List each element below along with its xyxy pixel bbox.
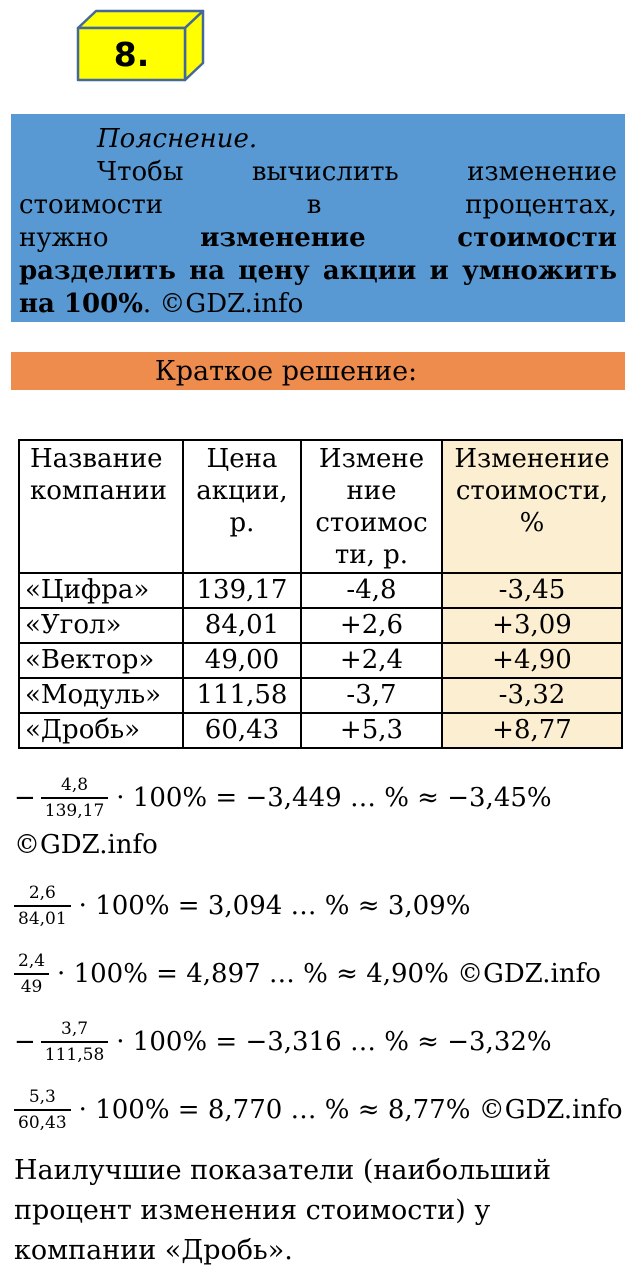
table-cell: «Угол» — [18, 607, 184, 644]
formula: 5,3 60,43 · 100% = 8,770 … % ≈ 8,77% ©GDZ.… — [14, 1085, 636, 1135]
table-header-row: Название компании Цена акции, р. Измене ни… — [18, 439, 623, 574]
formula: −4,8 139,17 · 100% = −3,449 … % ≈ −3,45% — [14, 773, 636, 823]
text-segment: стоимости — [457, 223, 617, 253]
conclusion-text: Наилучшие показатели (наибольший процент… — [14, 1155, 551, 1266]
text-segment: цену — [238, 256, 310, 286]
table-cell: +3,09 — [441, 607, 623, 644]
table-header-cell: Изменение стоимости, % — [441, 439, 623, 574]
numerator: 4,8 — [61, 775, 89, 795]
task-number: 8. — [113, 34, 150, 74]
text-segment: на 100% — [19, 289, 143, 319]
table-cell: 49,00 — [182, 642, 302, 679]
minus-sign: − — [14, 1027, 36, 1057]
numerator: 5,3 — [28, 1087, 56, 1107]
denominator: 111,58 — [40, 1041, 109, 1067]
formula: −3,7 111,58 · 100% = −3,316 … % ≈ −3,32% — [14, 1017, 636, 1067]
table-cell: +5,3 — [300, 712, 443, 749]
formula-text: · 100% = −3,316 … % ≈ −3,32% — [116, 1027, 552, 1057]
table-cell: «Вектор» — [18, 642, 184, 679]
table-cell: 84,01 — [182, 607, 302, 644]
text-segment: стоимости — [19, 190, 164, 220]
copyright-text: ©GDZ.info — [14, 830, 158, 860]
minus-sign: − — [14, 783, 36, 813]
table-cell: -3,45 — [441, 572, 623, 609]
denominator: 49 — [14, 973, 50, 999]
explanation-line: Чтобы вычислить изменение — [19, 156, 617, 189]
text-segment: Чтобы — [97, 157, 184, 187]
fraction: 2,4 49 — [14, 949, 50, 999]
fraction: 5,3 60,43 — [14, 1085, 71, 1135]
denominator: 84,01 — [14, 905, 71, 931]
text-segment: на — [189, 256, 225, 286]
table-cell: -3,32 — [441, 677, 623, 714]
explanation-line: на 100%. ©GDZ.info — [19, 288, 617, 321]
explanation-line: нужно изменение стоимости — [19, 222, 617, 255]
table-header-cell: Название компании — [18, 439, 184, 574]
explanation-title: Пояснение. — [97, 124, 258, 154]
explanation-block: Пояснение. Чтобы вычислить изменение стоимо… — [11, 114, 625, 322]
explanation-line: стоимости в процентах, — [19, 189, 617, 222]
fraction: 2,6 84,01 — [14, 881, 71, 931]
table-row: «Вектор» 49,00 +2,4 +4,90 — [18, 642, 623, 679]
table-cell: -3,7 — [300, 677, 443, 714]
text-segment: изменение — [467, 157, 617, 187]
table-cell: «Модуль» — [18, 677, 184, 714]
denominator: 60,43 — [14, 1109, 71, 1135]
text-segment: разделить — [19, 256, 176, 286]
table-row: «Модуль» 111,58 -3,7 -3,32 — [18, 677, 623, 714]
stocks-table: Название компании Цена акции, р. Измене ни… — [18, 439, 623, 749]
table-header-cell: Измене ние стоимос ти, р. — [300, 439, 443, 574]
text-segment: умножить — [462, 256, 617, 286]
table-cell: «Дробь» — [18, 712, 184, 749]
text-segment: нужно — [19, 223, 109, 253]
formula: 2,4 49 · 100% = 4,897 … % ≈ 4,90% ©GDZ.inf… — [14, 949, 636, 999]
text-segment: вычислить — [251, 157, 399, 187]
table-cell: +4,90 — [441, 642, 623, 679]
table-cell: -4,8 — [300, 572, 443, 609]
formula-text: · 100% = 4,897 … % ≈ 4,90% ©GDZ.info — [57, 959, 601, 989]
fraction: 4,8 139,17 — [40, 773, 109, 823]
text-segment: . ©GDZ.info — [142, 289, 304, 319]
table-row: «Дробь» 60,43 +5,3 +8,77 — [18, 712, 623, 749]
numerator: 2,6 — [28, 883, 56, 903]
text-segment: изменение — [200, 223, 366, 253]
table-cell: +2,6 — [300, 607, 443, 644]
table-cell: +8,77 — [441, 712, 623, 749]
numerator: 3,7 — [61, 1019, 89, 1039]
text-segment: акции — [322, 256, 417, 286]
numerator: 2,4 — [18, 951, 46, 971]
fraction: 3,7 111,58 — [40, 1017, 109, 1067]
text-segment: в — [306, 190, 322, 220]
text-segment: процентах, — [465, 190, 617, 220]
denominator: 139,17 — [40, 797, 109, 823]
table-cell: +2,4 — [300, 642, 443, 679]
explanation-lines: Чтобы вычислить изменение стоимости в процент… — [19, 156, 617, 321]
table-row: «Угол» 84,01 +2,6 +3,09 — [18, 607, 623, 644]
explanation-line: разделить на цену акции и умножить — [19, 255, 617, 288]
section-title: Краткое решение: — [154, 355, 418, 387]
formula-text: · 100% = −3,449 … % ≈ −3,45% — [116, 783, 552, 813]
formula: 2,6 84,01 · 100% = 3,094 … % ≈ 3,09% — [14, 881, 636, 931]
table-row: «Цифра» 139,17 -4,8 -3,45 — [18, 572, 623, 609]
table-header-cell: Цена акции, р. — [182, 439, 302, 574]
table-body: «Цифра» 139,17 -4,8 -3,45 «Угол» 84,01 +2,6 +3,… — [18, 572, 623, 749]
formula-text: · 100% = 8,770 … % ≈ 8,77% ©GDZ.info — [78, 1095, 623, 1125]
formulas: −4,8 139,17 · 100% = −3,449 … % ≈ −3,45% ©G… — [14, 773, 636, 1135]
table-cell: 111,58 — [182, 677, 302, 714]
table-cell: 139,17 — [182, 572, 302, 609]
text-segment: и — [429, 256, 449, 286]
task-number-box: 8. — [76, 8, 208, 92]
formula-text: · 100% = 3,094 … % ≈ 3,09% — [78, 891, 471, 921]
table-cell: «Цифра» — [18, 572, 184, 609]
cuboid-icon — [76, 9, 205, 82]
table-cell: 60,43 — [182, 712, 302, 749]
section-header: Краткое решение: — [11, 352, 625, 390]
